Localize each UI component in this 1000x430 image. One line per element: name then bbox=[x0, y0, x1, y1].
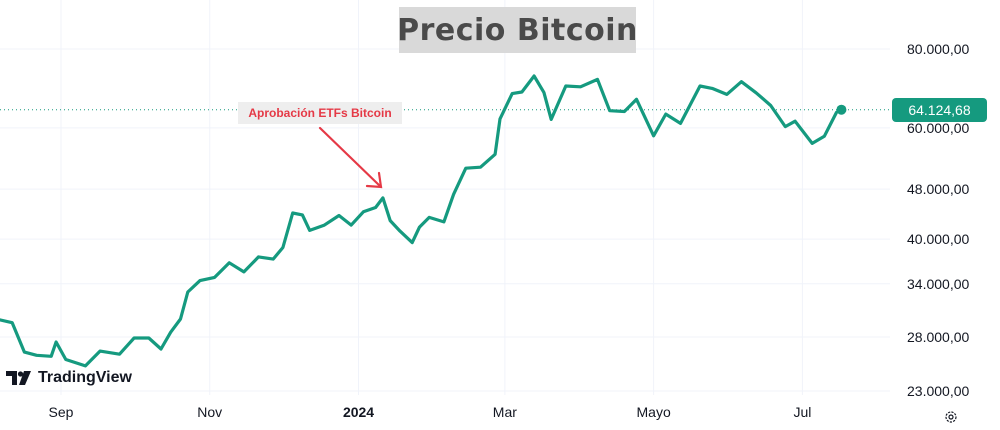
y-tick-label: 28.000,00 bbox=[907, 329, 970, 346]
tradingview-logo[interactable]: TradingView bbox=[6, 369, 132, 387]
x-tick-label: Mar bbox=[492, 404, 517, 420]
last-price-value: 64.124,68 bbox=[908, 102, 971, 118]
tradingview-logo-icon bbox=[6, 371, 31, 385]
y-tick-label: 48.000,00 bbox=[907, 181, 970, 198]
annotation-label: Aprobación ETFs Bitcoin bbox=[238, 102, 402, 124]
chart-title-box: Precio Bitcoin bbox=[397, 7, 638, 53]
annotation-arrow bbox=[318, 126, 383, 189]
tradingview-logo-text: TradingView bbox=[38, 369, 132, 386]
last-price-tag: 64.124,68 bbox=[892, 98, 987, 122]
y-tick-label: 34.000,00 bbox=[907, 275, 970, 292]
x-tick-label: Nov bbox=[197, 404, 223, 420]
price-series-line bbox=[0, 74, 844, 368]
annotation-text: Aprobación ETFs Bitcoin bbox=[248, 106, 392, 120]
y-tick-label: 40.000,00 bbox=[907, 231, 970, 248]
x-tick-label: Mayo bbox=[636, 404, 671, 420]
last-price-point bbox=[836, 104, 847, 115]
y-tick-label: 60.000,00 bbox=[907, 119, 970, 136]
y-tick-label: 23.000,00 bbox=[907, 383, 970, 399]
gear-icon[interactable] bbox=[944, 410, 958, 424]
grid-lines bbox=[0, 0, 890, 395]
x-tick-label: Jul bbox=[793, 404, 812, 420]
x-tick-label: Sep bbox=[48, 404, 74, 420]
x-tick-label: 2024 bbox=[342, 404, 375, 420]
chart-title: Precio Bitcoin bbox=[397, 12, 638, 48]
y-tick-label: 80.000,00 bbox=[907, 41, 970, 57]
